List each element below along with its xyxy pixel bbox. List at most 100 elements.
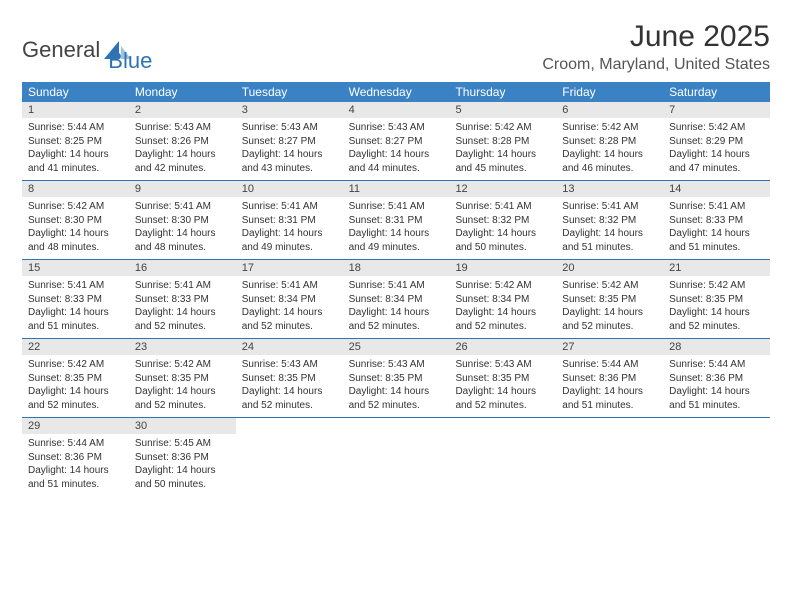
day-cell: 20Sunrise: 5:42 AMSunset: 8:35 PMDayligh…	[556, 260, 663, 338]
day-cell: 1Sunrise: 5:44 AMSunset: 8:25 PMDaylight…	[22, 102, 129, 180]
week-row: 1Sunrise: 5:44 AMSunset: 8:25 PMDaylight…	[22, 102, 770, 181]
day-cell: ..	[236, 418, 343, 496]
day-number: 6	[556, 102, 663, 118]
week-row: 8Sunrise: 5:42 AMSunset: 8:30 PMDaylight…	[22, 181, 770, 260]
sunrise-line: Sunrise: 5:43 AM	[455, 358, 550, 372]
day-body: Sunrise: 5:41 AMSunset: 8:31 PMDaylight:…	[343, 197, 450, 259]
daylight-line: Daylight: 14 hours and 51 minutes.	[669, 227, 764, 254]
sunset-line: Sunset: 8:32 PM	[455, 214, 550, 228]
day-number: 15	[22, 260, 129, 276]
sunset-line: Sunset: 8:34 PM	[455, 293, 550, 307]
dow-saturday: Saturday	[663, 82, 770, 102]
sunrise-line: Sunrise: 5:41 AM	[135, 279, 230, 293]
day-number: 1	[22, 102, 129, 118]
sunset-line: Sunset: 8:35 PM	[455, 372, 550, 386]
day-number: 9	[129, 181, 236, 197]
sunrise-line: Sunrise: 5:42 AM	[28, 200, 123, 214]
day-cell: 12Sunrise: 5:41 AMSunset: 8:32 PMDayligh…	[449, 181, 556, 259]
sunrise-line: Sunrise: 5:41 AM	[669, 200, 764, 214]
day-number: 19	[449, 260, 556, 276]
sunset-line: Sunset: 8:27 PM	[349, 135, 444, 149]
sunrise-line: Sunrise: 5:41 AM	[455, 200, 550, 214]
sunset-line: Sunset: 8:36 PM	[28, 451, 123, 465]
day-number: 12	[449, 181, 556, 197]
sunrise-line: Sunrise: 5:42 AM	[669, 121, 764, 135]
dow-friday: Friday	[556, 82, 663, 102]
day-number: 7	[663, 102, 770, 118]
daylight-line: Daylight: 14 hours and 50 minutes.	[135, 464, 230, 491]
day-number: 8	[22, 181, 129, 197]
sunset-line: Sunset: 8:36 PM	[669, 372, 764, 386]
sunset-line: Sunset: 8:29 PM	[669, 135, 764, 149]
sunrise-line: Sunrise: 5:41 AM	[349, 200, 444, 214]
day-cell: 5Sunrise: 5:42 AMSunset: 8:28 PMDaylight…	[449, 102, 556, 180]
sunset-line: Sunset: 8:28 PM	[562, 135, 657, 149]
daylight-line: Daylight: 14 hours and 45 minutes.	[455, 148, 550, 175]
day-body: Sunrise: 5:41 AMSunset: 8:32 PMDaylight:…	[449, 197, 556, 259]
sunrise-line: Sunrise: 5:42 AM	[455, 121, 550, 135]
daylight-line: Daylight: 14 hours and 51 minutes.	[562, 227, 657, 254]
day-cell: ..	[556, 418, 663, 496]
day-cell: 7Sunrise: 5:42 AMSunset: 8:29 PMDaylight…	[663, 102, 770, 180]
daylight-line: Daylight: 14 hours and 52 minutes.	[562, 306, 657, 333]
day-cell: 6Sunrise: 5:42 AMSunset: 8:28 PMDaylight…	[556, 102, 663, 180]
daylight-line: Daylight: 14 hours and 49 minutes.	[242, 227, 337, 254]
daylight-line: Daylight: 14 hours and 52 minutes.	[349, 306, 444, 333]
day-cell: 2Sunrise: 5:43 AMSunset: 8:26 PMDaylight…	[129, 102, 236, 180]
sunset-line: Sunset: 8:27 PM	[242, 135, 337, 149]
day-number: 22	[22, 339, 129, 355]
day-number: 23	[129, 339, 236, 355]
sunset-line: Sunset: 8:31 PM	[242, 214, 337, 228]
sunrise-line: Sunrise: 5:41 AM	[349, 279, 444, 293]
day-body: Sunrise: 5:42 AMSunset: 8:30 PMDaylight:…	[22, 197, 129, 259]
header: General Blue June 2025 Croom, Maryland, …	[22, 20, 770, 74]
day-cell: 29 Sunrise: 5:44 AMSunset: 8:36 PMDayligh…	[22, 418, 129, 496]
sunrise-line: Sunrise: 5:41 AM	[562, 200, 657, 214]
day-number: 11	[343, 181, 450, 197]
day-cell: 13Sunrise: 5:41 AMSunset: 8:32 PMDayligh…	[556, 181, 663, 259]
day-body: Sunrise: 5:43 AMSunset: 8:27 PMDaylight:…	[236, 118, 343, 180]
day-body: Sunrise: 5:44 AMSunset: 8:36 PMDaylight:…	[556, 355, 663, 417]
sunset-line: Sunset: 8:25 PM	[28, 135, 123, 149]
sunset-line: Sunset: 8:32 PM	[562, 214, 657, 228]
day-body: Sunrise: 5:43 AMSunset: 8:26 PMDaylight:…	[129, 118, 236, 180]
day-body: Sunrise: 5:41 AMSunset: 8:31 PMDaylight:…	[236, 197, 343, 259]
week-row: 22Sunrise: 5:42 AMSunset: 8:35 PMDayligh…	[22, 339, 770, 418]
day-cell: 21Sunrise: 5:42 AMSunset: 8:35 PMDayligh…	[663, 260, 770, 338]
daylight-line: Daylight: 14 hours and 51 minutes.	[28, 464, 123, 491]
sunrise-line: Sunrise: 5:43 AM	[349, 121, 444, 135]
sunset-line: Sunset: 8:36 PM	[562, 372, 657, 386]
day-number: 10	[236, 181, 343, 197]
daylight-line: Daylight: 14 hours and 52 minutes.	[135, 385, 230, 412]
day-number: 21	[663, 260, 770, 276]
sunset-line: Sunset: 8:31 PM	[349, 214, 444, 228]
day-cell: 16Sunrise: 5:41 AMSunset: 8:33 PMDayligh…	[129, 260, 236, 338]
day-body: Sunrise: 5:41 AMSunset: 8:30 PMDaylight:…	[129, 197, 236, 259]
day-body: Sunrise: 5:41 AMSunset: 8:33 PMDaylight:…	[22, 276, 129, 338]
sunset-line: Sunset: 8:35 PM	[669, 293, 764, 307]
daylight-line: Daylight: 14 hours and 49 minutes.	[349, 227, 444, 254]
title-block: June 2025 Croom, Maryland, United States	[542, 20, 770, 74]
day-cell: 19Sunrise: 5:42 AMSunset: 8:34 PMDayligh…	[449, 260, 556, 338]
logo-text-blue: Blue	[108, 48, 152, 74]
sunset-line: Sunset: 8:33 PM	[28, 293, 123, 307]
dow-wednesday: Wednesday	[343, 82, 450, 102]
sunrise-line: Sunrise: 5:43 AM	[242, 121, 337, 135]
day-cell: 25Sunrise: 5:43 AMSunset: 8:35 PMDayligh…	[343, 339, 450, 417]
day-number: 29	[22, 418, 129, 434]
day-cell: 23Sunrise: 5:42 AMSunset: 8:35 PMDayligh…	[129, 339, 236, 417]
daylight-line: Daylight: 14 hours and 42 minutes.	[135, 148, 230, 175]
sunrise-line: Sunrise: 5:42 AM	[28, 358, 123, 372]
sunrise-line: Sunrise: 5:44 AM	[28, 437, 123, 451]
day-body: Sunrise: 5:42 AMSunset: 8:35 PMDaylight:…	[22, 355, 129, 417]
day-number: 2	[129, 102, 236, 118]
day-number: 4	[343, 102, 450, 118]
day-number: 20	[556, 260, 663, 276]
week-row: 15Sunrise: 5:41 AMSunset: 8:33 PMDayligh…	[22, 260, 770, 339]
sunset-line: Sunset: 8:34 PM	[242, 293, 337, 307]
day-number: 25	[343, 339, 450, 355]
sunset-line: Sunset: 8:34 PM	[349, 293, 444, 307]
logo: General Blue	[22, 26, 152, 74]
daylight-line: Daylight: 14 hours and 52 minutes.	[455, 385, 550, 412]
sunrise-line: Sunrise: 5:41 AM	[242, 279, 337, 293]
